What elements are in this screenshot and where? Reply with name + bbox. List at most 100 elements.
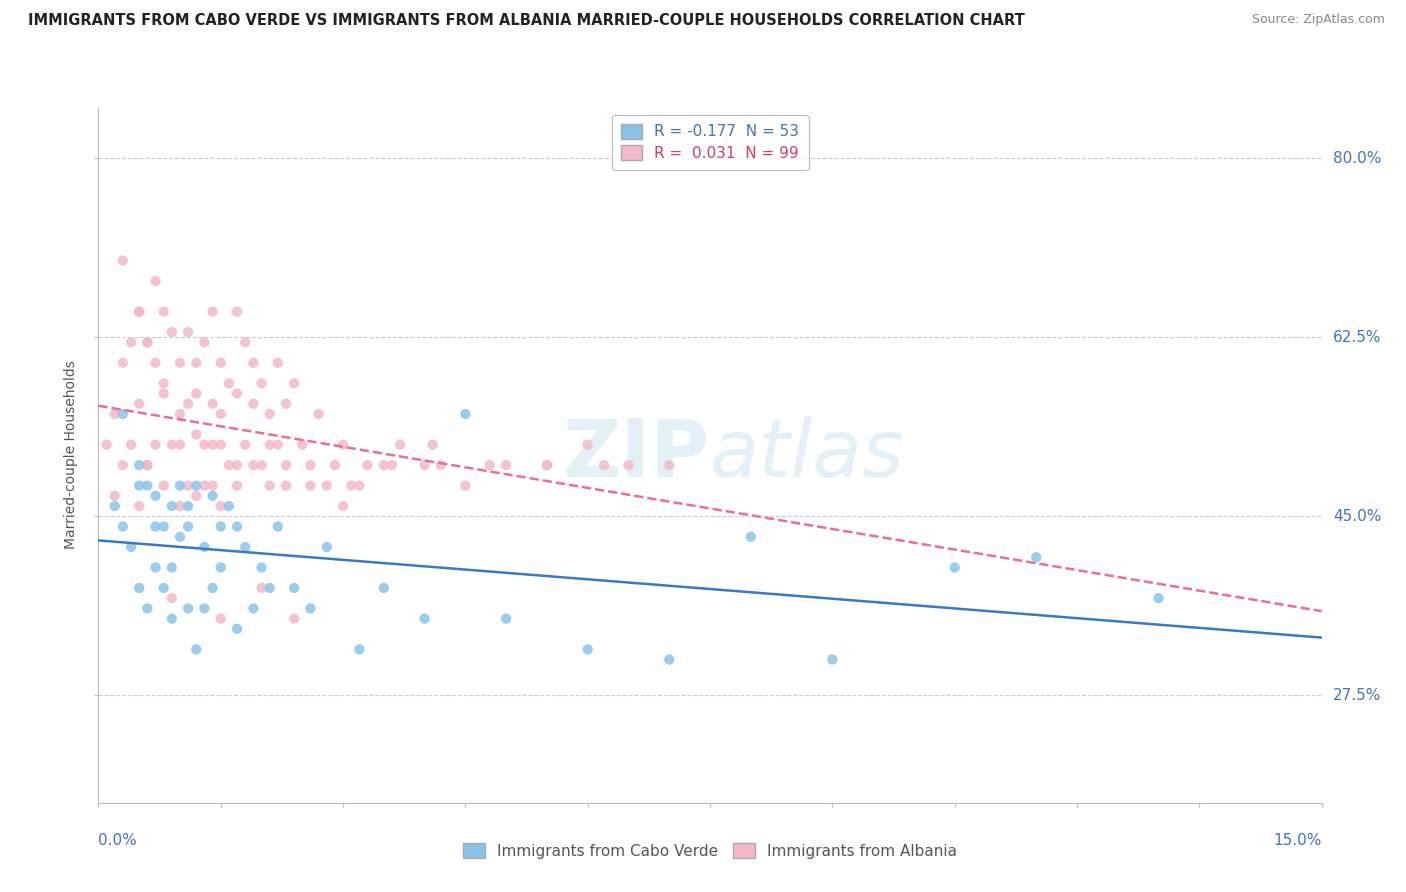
Point <box>299 601 322 615</box>
Point <box>226 478 249 492</box>
Point <box>340 478 363 492</box>
Point <box>242 356 264 370</box>
Point <box>186 356 208 370</box>
Point <box>617 458 640 472</box>
Point <box>160 325 183 339</box>
Point <box>128 458 150 472</box>
Point <box>250 560 273 574</box>
Point <box>193 335 215 350</box>
Text: Source: ZipAtlas.com: Source: ZipAtlas.com <box>1251 13 1385 27</box>
Point <box>576 438 599 452</box>
Point <box>201 397 224 411</box>
Point <box>104 489 127 503</box>
Point <box>332 499 354 513</box>
Point <box>177 499 200 513</box>
Point <box>201 581 224 595</box>
Point <box>152 376 174 391</box>
Text: IMMIGRANTS FROM CABO VERDE VS IMMIGRANTS FROM ALBANIA MARRIED-COUPLE HOUSEHOLDS : IMMIGRANTS FROM CABO VERDE VS IMMIGRANTS… <box>28 13 1025 29</box>
Point <box>291 438 314 452</box>
Point <box>209 438 232 452</box>
Point <box>422 438 444 452</box>
Point <box>111 458 134 472</box>
Point <box>413 612 436 626</box>
Point <box>104 499 127 513</box>
Point <box>218 499 240 513</box>
Point <box>160 438 183 452</box>
Point <box>209 519 232 533</box>
Point <box>186 386 208 401</box>
Point <box>283 581 305 595</box>
Point <box>250 458 273 472</box>
Point <box>145 489 167 503</box>
Point <box>209 560 232 574</box>
Point <box>250 581 273 595</box>
Point <box>128 499 150 513</box>
Point <box>186 489 208 503</box>
Point <box>259 438 281 452</box>
Point <box>209 499 232 513</box>
Point <box>136 335 159 350</box>
Point <box>226 386 249 401</box>
Point <box>169 407 191 421</box>
Point <box>152 304 174 318</box>
Point <box>120 335 142 350</box>
Point <box>145 519 167 533</box>
Text: ZIP: ZIP <box>562 416 710 494</box>
Point <box>478 458 501 472</box>
Point <box>209 356 232 370</box>
Point <box>259 581 281 595</box>
Point <box>536 458 558 472</box>
Point <box>160 591 183 606</box>
Point <box>267 356 290 370</box>
Point <box>299 478 322 492</box>
Point <box>145 356 167 370</box>
Point <box>242 601 264 615</box>
Point <box>315 540 337 554</box>
Point <box>209 612 232 626</box>
Point <box>120 438 142 452</box>
Point <box>1025 550 1047 565</box>
Point <box>177 397 200 411</box>
Point <box>160 560 183 574</box>
Point <box>259 407 281 421</box>
Point <box>274 458 297 472</box>
Point <box>177 478 200 492</box>
Text: 80.0%: 80.0% <box>1333 151 1381 166</box>
Point <box>495 458 517 472</box>
Point <box>160 499 183 513</box>
Point <box>454 407 477 421</box>
Point <box>120 540 142 554</box>
Point <box>740 530 762 544</box>
Point <box>218 376 240 391</box>
Point <box>96 438 118 452</box>
Legend: Immigrants from Cabo Verde, Immigrants from Albania: Immigrants from Cabo Verde, Immigrants f… <box>457 837 963 864</box>
Point <box>242 397 264 411</box>
Point <box>413 458 436 472</box>
Point <box>169 499 191 513</box>
Point <box>373 581 395 595</box>
Point <box>308 407 330 421</box>
Point <box>186 478 208 492</box>
Point <box>201 438 224 452</box>
Y-axis label: Married-couple Households: Married-couple Households <box>65 360 79 549</box>
Point <box>111 407 134 421</box>
Point <box>128 304 150 318</box>
Point <box>136 458 159 472</box>
Point <box>152 478 174 492</box>
Point <box>177 325 200 339</box>
Point <box>536 458 558 472</box>
Point <box>128 304 150 318</box>
Point <box>136 335 159 350</box>
Point <box>332 438 354 452</box>
Point <box>128 397 150 411</box>
Point <box>209 407 232 421</box>
Point <box>226 458 249 472</box>
Point <box>169 478 191 492</box>
Point <box>152 386 174 401</box>
Point <box>193 540 215 554</box>
Point <box>145 274 167 288</box>
Point <box>201 478 224 492</box>
Point <box>381 458 404 472</box>
Point <box>315 478 337 492</box>
Point <box>169 356 191 370</box>
